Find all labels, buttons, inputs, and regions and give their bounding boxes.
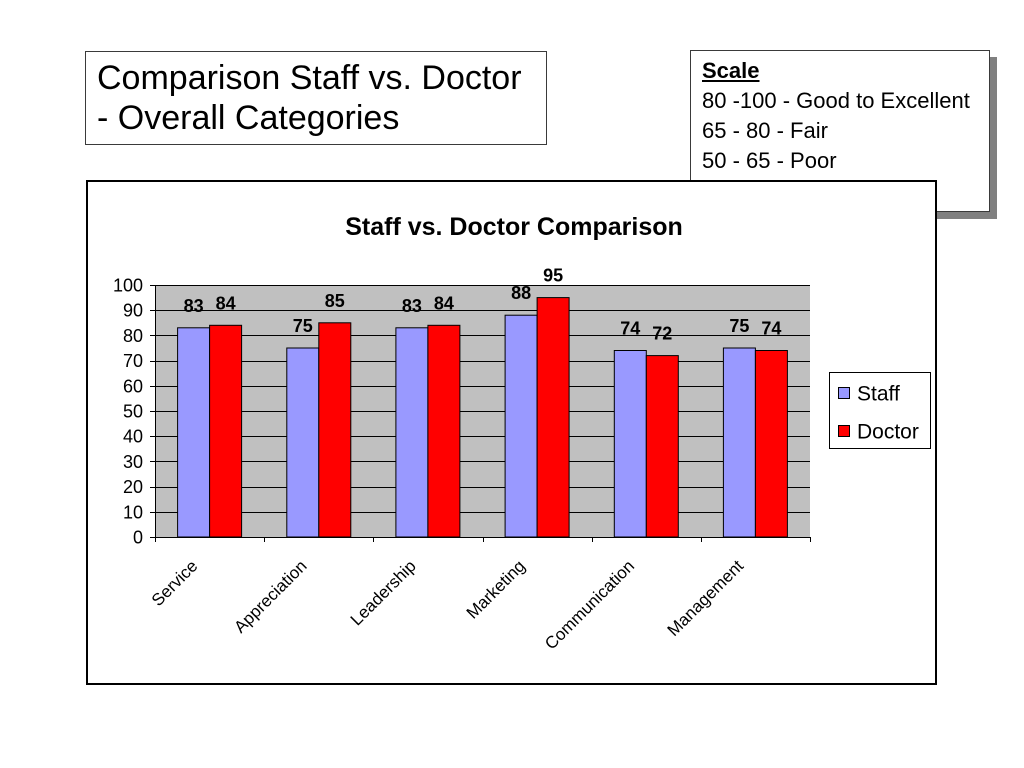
y-tick-label: 50 bbox=[123, 402, 143, 422]
data-label-doctor-leadership: 84 bbox=[434, 293, 454, 313]
y-tick-label: 60 bbox=[123, 376, 143, 396]
slide-title-line-2: - Overall Categories bbox=[97, 99, 400, 137]
data-label-staff-communication: 74 bbox=[620, 319, 640, 339]
y-tick-label: 100 bbox=[113, 276, 143, 296]
x-axis-labels: Service Appreciation Leadership Marketing Co… bbox=[148, 556, 748, 653]
x-tick-label-leadership: Leadership bbox=[347, 556, 420, 629]
axes bbox=[150, 285, 811, 542]
data-label-staff-management: 75 bbox=[729, 316, 749, 336]
bars bbox=[177, 297, 788, 538]
scale-item-good: 80 -100 - Good to Excellent bbox=[702, 88, 970, 113]
bar-doctor-appreciation bbox=[318, 322, 352, 538]
scale-key-box: Scale 80 -100 - Good to Excellent 65 - 8… bbox=[690, 50, 990, 212]
slide-title-line-1: Comparison Staff vs. Doctor bbox=[97, 59, 522, 97]
y-tick-label: 10 bbox=[123, 502, 143, 522]
legend-label-staff: Staff bbox=[857, 383, 900, 406]
data-label-staff-marketing: 88 bbox=[511, 283, 531, 303]
data-label-staff-appreciation: 75 bbox=[293, 316, 313, 336]
x-tick-label-appreciation: Appreciation bbox=[230, 556, 310, 636]
slide-title-box: Comparison Staff vs. Doctor - Overall Ca… bbox=[85, 51, 547, 145]
data-label-doctor-appreciation: 85 bbox=[325, 291, 345, 311]
data-label-doctor-marketing: 95 bbox=[543, 266, 563, 286]
y-tick-label: 40 bbox=[123, 427, 143, 447]
bar-staff-leadership bbox=[395, 327, 429, 538]
legend-label-doctor: Doctor bbox=[857, 421, 919, 444]
y-tick-label: 20 bbox=[123, 477, 143, 497]
data-labels: 83 75 83 88 74 75 84 85 84 95 72 74 bbox=[184, 266, 782, 344]
y-axis-labels: 0 10 20 30 40 50 60 70 80 90 100 bbox=[113, 276, 143, 548]
bar-staff-marketing bbox=[504, 314, 538, 538]
bar-doctor-communication bbox=[645, 355, 679, 538]
scale-item-poor: 50 - 65 - Poor bbox=[702, 148, 837, 173]
bar-chart: Staff vs. Doctor Comparison 83 75 83 88 74 75… bbox=[113, 213, 931, 653]
y-tick-label: 30 bbox=[123, 452, 143, 472]
bar-doctor-service bbox=[209, 324, 243, 538]
bar-staff-management bbox=[722, 347, 756, 538]
gridlines bbox=[155, 285, 810, 513]
x-tick-label-communication: Communication bbox=[541, 556, 638, 653]
bar-staff-communication bbox=[613, 350, 647, 538]
bar-staff-appreciation bbox=[286, 347, 320, 538]
scale-heading: Scale bbox=[702, 58, 760, 83]
x-tick-label-management: Management bbox=[664, 556, 748, 640]
bar-doctor-marketing bbox=[536, 297, 570, 538]
chart-frame: Staff vs. Doctor Comparison 83 75 83 88 74 75… bbox=[86, 180, 937, 685]
chart-title: Staff vs. Doctor Comparison bbox=[345, 213, 683, 241]
y-tick-label: 80 bbox=[123, 326, 143, 346]
y-tick-label: 90 bbox=[123, 301, 143, 321]
data-label-staff-service: 83 bbox=[184, 296, 204, 316]
legend: Staff Doctor bbox=[829, 372, 931, 449]
scale-item-fair: 65 - 80 - Fair bbox=[702, 118, 828, 143]
bar-doctor-management bbox=[754, 350, 788, 538]
legend-item-doctor: Doctor bbox=[838, 421, 919, 444]
bar-doctor-leadership bbox=[427, 324, 461, 538]
data-label-doctor-service: 84 bbox=[216, 293, 236, 313]
data-label-doctor-communication: 72 bbox=[652, 324, 672, 344]
legend-swatch-doctor bbox=[838, 425, 850, 437]
x-tick-label-marketing: Marketing bbox=[463, 556, 529, 622]
bar-staff-service bbox=[177, 327, 211, 538]
y-tick-label: 0 bbox=[133, 528, 143, 548]
y-tick-label: 70 bbox=[123, 351, 143, 371]
data-label-staff-leadership: 83 bbox=[402, 296, 422, 316]
legend-item-staff: Staff bbox=[838, 383, 900, 406]
data-label-doctor-management: 74 bbox=[761, 319, 781, 339]
x-tick-label-service: Service bbox=[148, 556, 202, 610]
legend-swatch-staff bbox=[838, 387, 850, 399]
